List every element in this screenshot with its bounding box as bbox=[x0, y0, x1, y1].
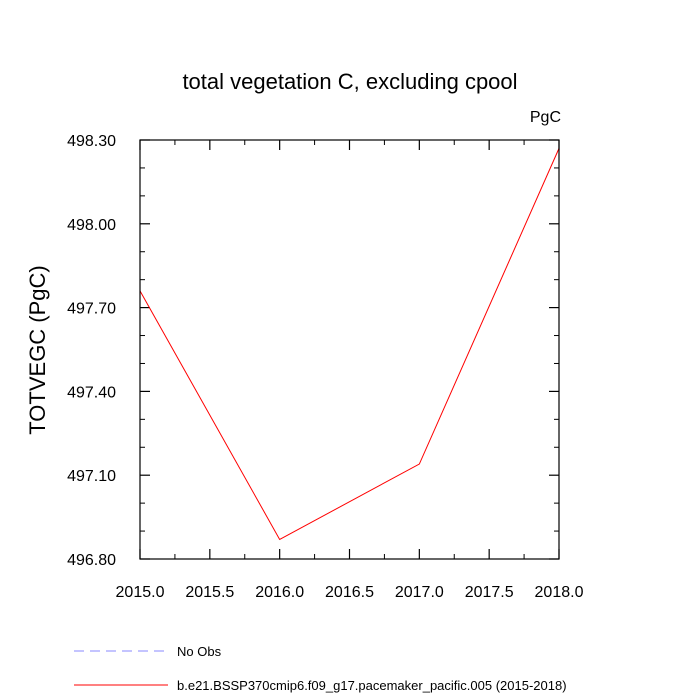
y-tick-label: 498.30 bbox=[67, 133, 116, 150]
x-tick-labels: 2015.0 2015.5 2016.0 2016.5 2017.0 2017.5 2018… bbox=[116, 584, 584, 601]
plot-frame bbox=[139, 139, 560, 560]
y-tick-label: 497.10 bbox=[67, 468, 116, 485]
series-lines bbox=[139, 148, 560, 541]
y-tick-label: 497.40 bbox=[67, 384, 116, 401]
x-tick-label: 2015.5 bbox=[185, 584, 234, 601]
x-tick-label: 2015.0 bbox=[116, 584, 165, 601]
x-tick-label: 2017.0 bbox=[395, 584, 444, 601]
x-tick-label: 2016.0 bbox=[255, 584, 304, 601]
y-tick-label: 498.00 bbox=[67, 217, 116, 234]
y-tick-label: 497.70 bbox=[67, 301, 116, 318]
legend-label-no-obs: No Obs bbox=[177, 644, 222, 659]
units-label: PgC bbox=[530, 109, 561, 126]
legend-label-model: b.e21.BSSP370cmip6.f09_g17.pacemaker_pac… bbox=[177, 678, 567, 693]
y-axis-label: TOTVEGC (PgC) bbox=[25, 265, 50, 435]
minor-ticks bbox=[140, 140, 559, 559]
x-tick-label: 2017.5 bbox=[465, 584, 514, 601]
major-ticks bbox=[139, 139, 560, 560]
x-tick-label: 2016.5 bbox=[325, 584, 374, 601]
legend: No Obs b.e21.BSSP370cmip6.f09_g17.pacema… bbox=[74, 644, 567, 693]
series-line bbox=[139, 148, 560, 541]
y-tick-labels: 496.80 497.10 497.40 497.70 498.00 498.30 bbox=[67, 133, 116, 569]
chart-title: total vegetation C, excluding cpool bbox=[182, 69, 517, 94]
x-tick-label: 2018.0 bbox=[535, 584, 584, 601]
y-tick-label: 496.80 bbox=[67, 552, 116, 569]
